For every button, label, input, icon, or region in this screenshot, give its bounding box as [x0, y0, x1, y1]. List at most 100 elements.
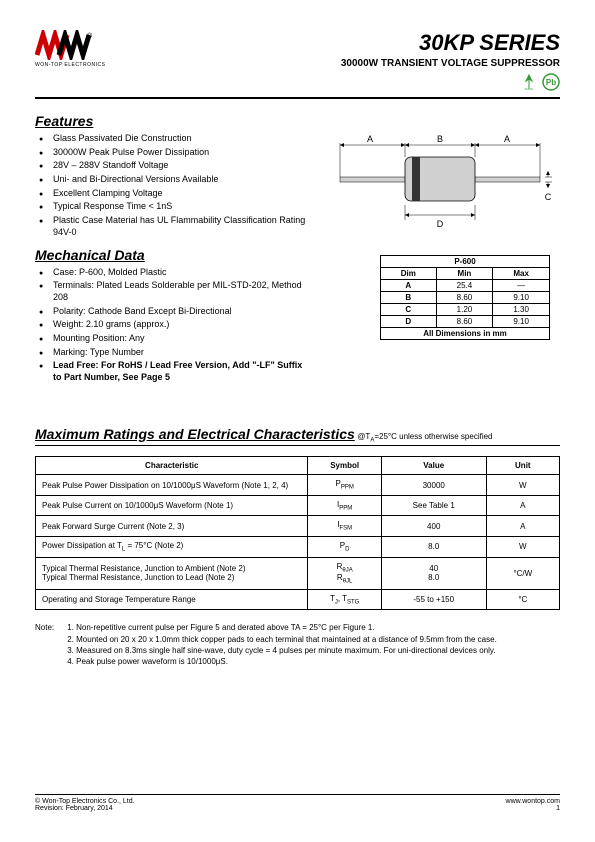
title-block: 30KP SERIES 30000W TRANSIENT VOLTAGE SUP… — [341, 30, 560, 91]
feature-item: 28V – 288V Standoff Voltage — [35, 160, 310, 172]
ratings-cell: IFSM — [308, 516, 381, 537]
ratings-heading: Maximum Ratings and Electrical Character… — [35, 426, 355, 442]
dim-cell: 1.20 — [436, 304, 493, 316]
feature-item: 30000W Peak Pulse Power Dissipation — [35, 147, 310, 159]
ratings-header: Value — [381, 457, 486, 475]
svg-text:RoHS: RoHS — [525, 87, 533, 91]
dim-header: Dim — [381, 268, 437, 280]
notes-body: 1. Non-repetitive current pulse per Figu… — [67, 622, 547, 667]
ratings-cell: A — [486, 516, 559, 537]
dim-cell: 8.60 — [436, 292, 493, 304]
ratings-cell: -55 to +150 — [381, 589, 486, 610]
left-column: Features Glass Passivated Die Constructi… — [35, 105, 310, 386]
feature-item: Uni- and Bi-Directional Versions Availab… — [35, 174, 310, 186]
dim-cell: 9.10 — [493, 292, 550, 304]
page-title: 30KP SERIES — [341, 30, 560, 56]
ratings-cell: PPPM — [308, 475, 381, 496]
ratings-cell: TJ, TSTG — [308, 589, 381, 610]
ratings-cell: 400 — [381, 516, 486, 537]
ratings-cell: Typical Thermal Resistance, Junction to … — [36, 557, 308, 589]
ratings-cell: Peak Forward Surge Current (Note 2, 3) — [36, 516, 308, 537]
dim-cell: 25.4 — [436, 280, 493, 292]
ratings-cell: W — [486, 475, 559, 496]
main-content: Features Glass Passivated Die Constructi… — [35, 105, 560, 386]
page-subtitle: 30000W TRANSIENT VOLTAGE SUPPRESSOR — [341, 58, 560, 69]
svg-text:Pb: Pb — [546, 78, 556, 87]
dim-cell: 9.10 — [493, 316, 550, 328]
note-item: 2. Mounted on 20 x 20 x 1.0mm thick copp… — [67, 635, 497, 644]
ratings-cell: W — [486, 537, 559, 558]
ratings-cell: Power Dissipation at TL = 75°C (Note 2) — [36, 537, 308, 558]
ratings-condition: @TA=25°C unless otherwise specified — [357, 432, 492, 441]
package-diagram: A B A C D — [330, 115, 560, 245]
page-footer: © Won-Top Electronics Co., Ltd. www.wont… — [35, 794, 560, 812]
dim-header: Min — [436, 268, 493, 280]
feature-item: Glass Passivated Die Construction — [35, 133, 310, 145]
mech-item: Case: P-600, Molded Plastic — [35, 267, 310, 279]
mechdata-heading: Mechanical Data — [35, 247, 310, 263]
feature-item: Plastic Case Material has UL Flammabilit… — [35, 215, 310, 238]
ratings-section: Maximum Ratings and Electrical Character… — [35, 426, 560, 668]
svg-text:D: D — [437, 219, 444, 229]
ratings-cell: PD — [308, 537, 381, 558]
dim-cell: A — [381, 280, 437, 292]
right-column: A B A C D P-600 — [330, 105, 560, 386]
ratings-cell: °C/W — [486, 557, 559, 589]
notes-block: Note: 1. Non-repetitive current pulse pe… — [35, 622, 560, 667]
divider — [35, 445, 560, 446]
ratings-header: Symbol — [308, 457, 381, 475]
ratings-header: Unit — [486, 457, 559, 475]
mech-item: Weight: 2.10 grams (approx.) — [35, 319, 310, 331]
ratings-cell: 8.0 — [381, 537, 486, 558]
mech-item: Terminals: Plated Leads Solderable per M… — [35, 280, 310, 303]
note-item: 1. Non-repetitive current pulse per Figu… — [67, 623, 374, 632]
ratings-cell: °C — [486, 589, 559, 610]
dim-table-title: P-600 — [381, 256, 550, 268]
ratings-cell: See Table 1 — [381, 495, 486, 516]
ratings-table: Characteristic Symbol Value Unit Peak Pu… — [35, 456, 560, 610]
ratings-cell: Peak Pulse Current on 10/1000μS Waveform… — [36, 495, 308, 516]
mech-item: Polarity: Cathode Band Except Bi-Directi… — [35, 306, 310, 318]
footer-url: www.wontop.com — [506, 798, 560, 805]
features-heading: Features — [35, 113, 310, 129]
ratings-cell: Peak Pulse Power Dissipation on 10/1000μ… — [36, 475, 308, 496]
ratings-cell: 30000 — [381, 475, 486, 496]
dim-cell: D — [381, 316, 437, 328]
pb-free-icon: Pb — [542, 73, 560, 91]
dim-cell: C — [381, 304, 437, 316]
dimensions-table: P-600 Dim Min Max A25.4— B8.609.10 C1.20… — [380, 255, 550, 340]
ratings-cell: RθJARθJL — [308, 557, 381, 589]
dim-table-footer: All Dimensions in mm — [381, 328, 550, 340]
logo-block: ® WON-TOP ELECTRONICS — [35, 30, 105, 68]
footer-page: 1 — [556, 805, 560, 812]
compliance-badges: RoHS Pb — [341, 73, 560, 91]
svg-text:®: ® — [87, 32, 93, 40]
footer-revision: Revision: February, 2014 — [35, 805, 113, 812]
ratings-header: Characteristic — [36, 457, 308, 475]
dim-cell: 1.30 — [493, 304, 550, 316]
ratings-cell: IPPM — [308, 495, 381, 516]
company-logo: ® — [35, 30, 95, 60]
features-list: Glass Passivated Die Construction 30000W… — [35, 133, 310, 239]
dim-cell: 8.60 — [436, 316, 493, 328]
notes-label: Note: — [35, 622, 65, 633]
mech-item: Mounting Position: Any — [35, 333, 310, 345]
feature-item: Excellent Clamping Voltage — [35, 188, 310, 200]
rohs-icon: RoHS — [520, 73, 538, 91]
mech-item: Marking: Type Number — [35, 347, 310, 359]
logo-text: WON-TOP ELECTRONICS — [35, 62, 105, 68]
dim-cell: B — [381, 292, 437, 304]
ratings-cell: A — [486, 495, 559, 516]
header: ® WON-TOP ELECTRONICS 30KP SERIES 30000W… — [35, 30, 560, 91]
ratings-cell: Operating and Storage Temperature Range — [36, 589, 308, 610]
mech-item-leadfree: Lead Free: For RoHS / Lead Free Version,… — [35, 360, 310, 383]
note-item: 4. Peak pulse power waveform is 10/1000μ… — [67, 657, 228, 666]
svg-text:B: B — [437, 134, 443, 144]
note-item: 3. Measured on 8.3ms single half sine-wa… — [67, 646, 495, 655]
divider — [35, 97, 560, 99]
feature-item: Typical Response Time < 1nS — [35, 201, 310, 213]
svg-text:C: C — [545, 192, 552, 202]
dim-cell: — — [493, 280, 550, 292]
dim-header: Max — [493, 268, 550, 280]
ratings-cell: 408.0 — [381, 557, 486, 589]
